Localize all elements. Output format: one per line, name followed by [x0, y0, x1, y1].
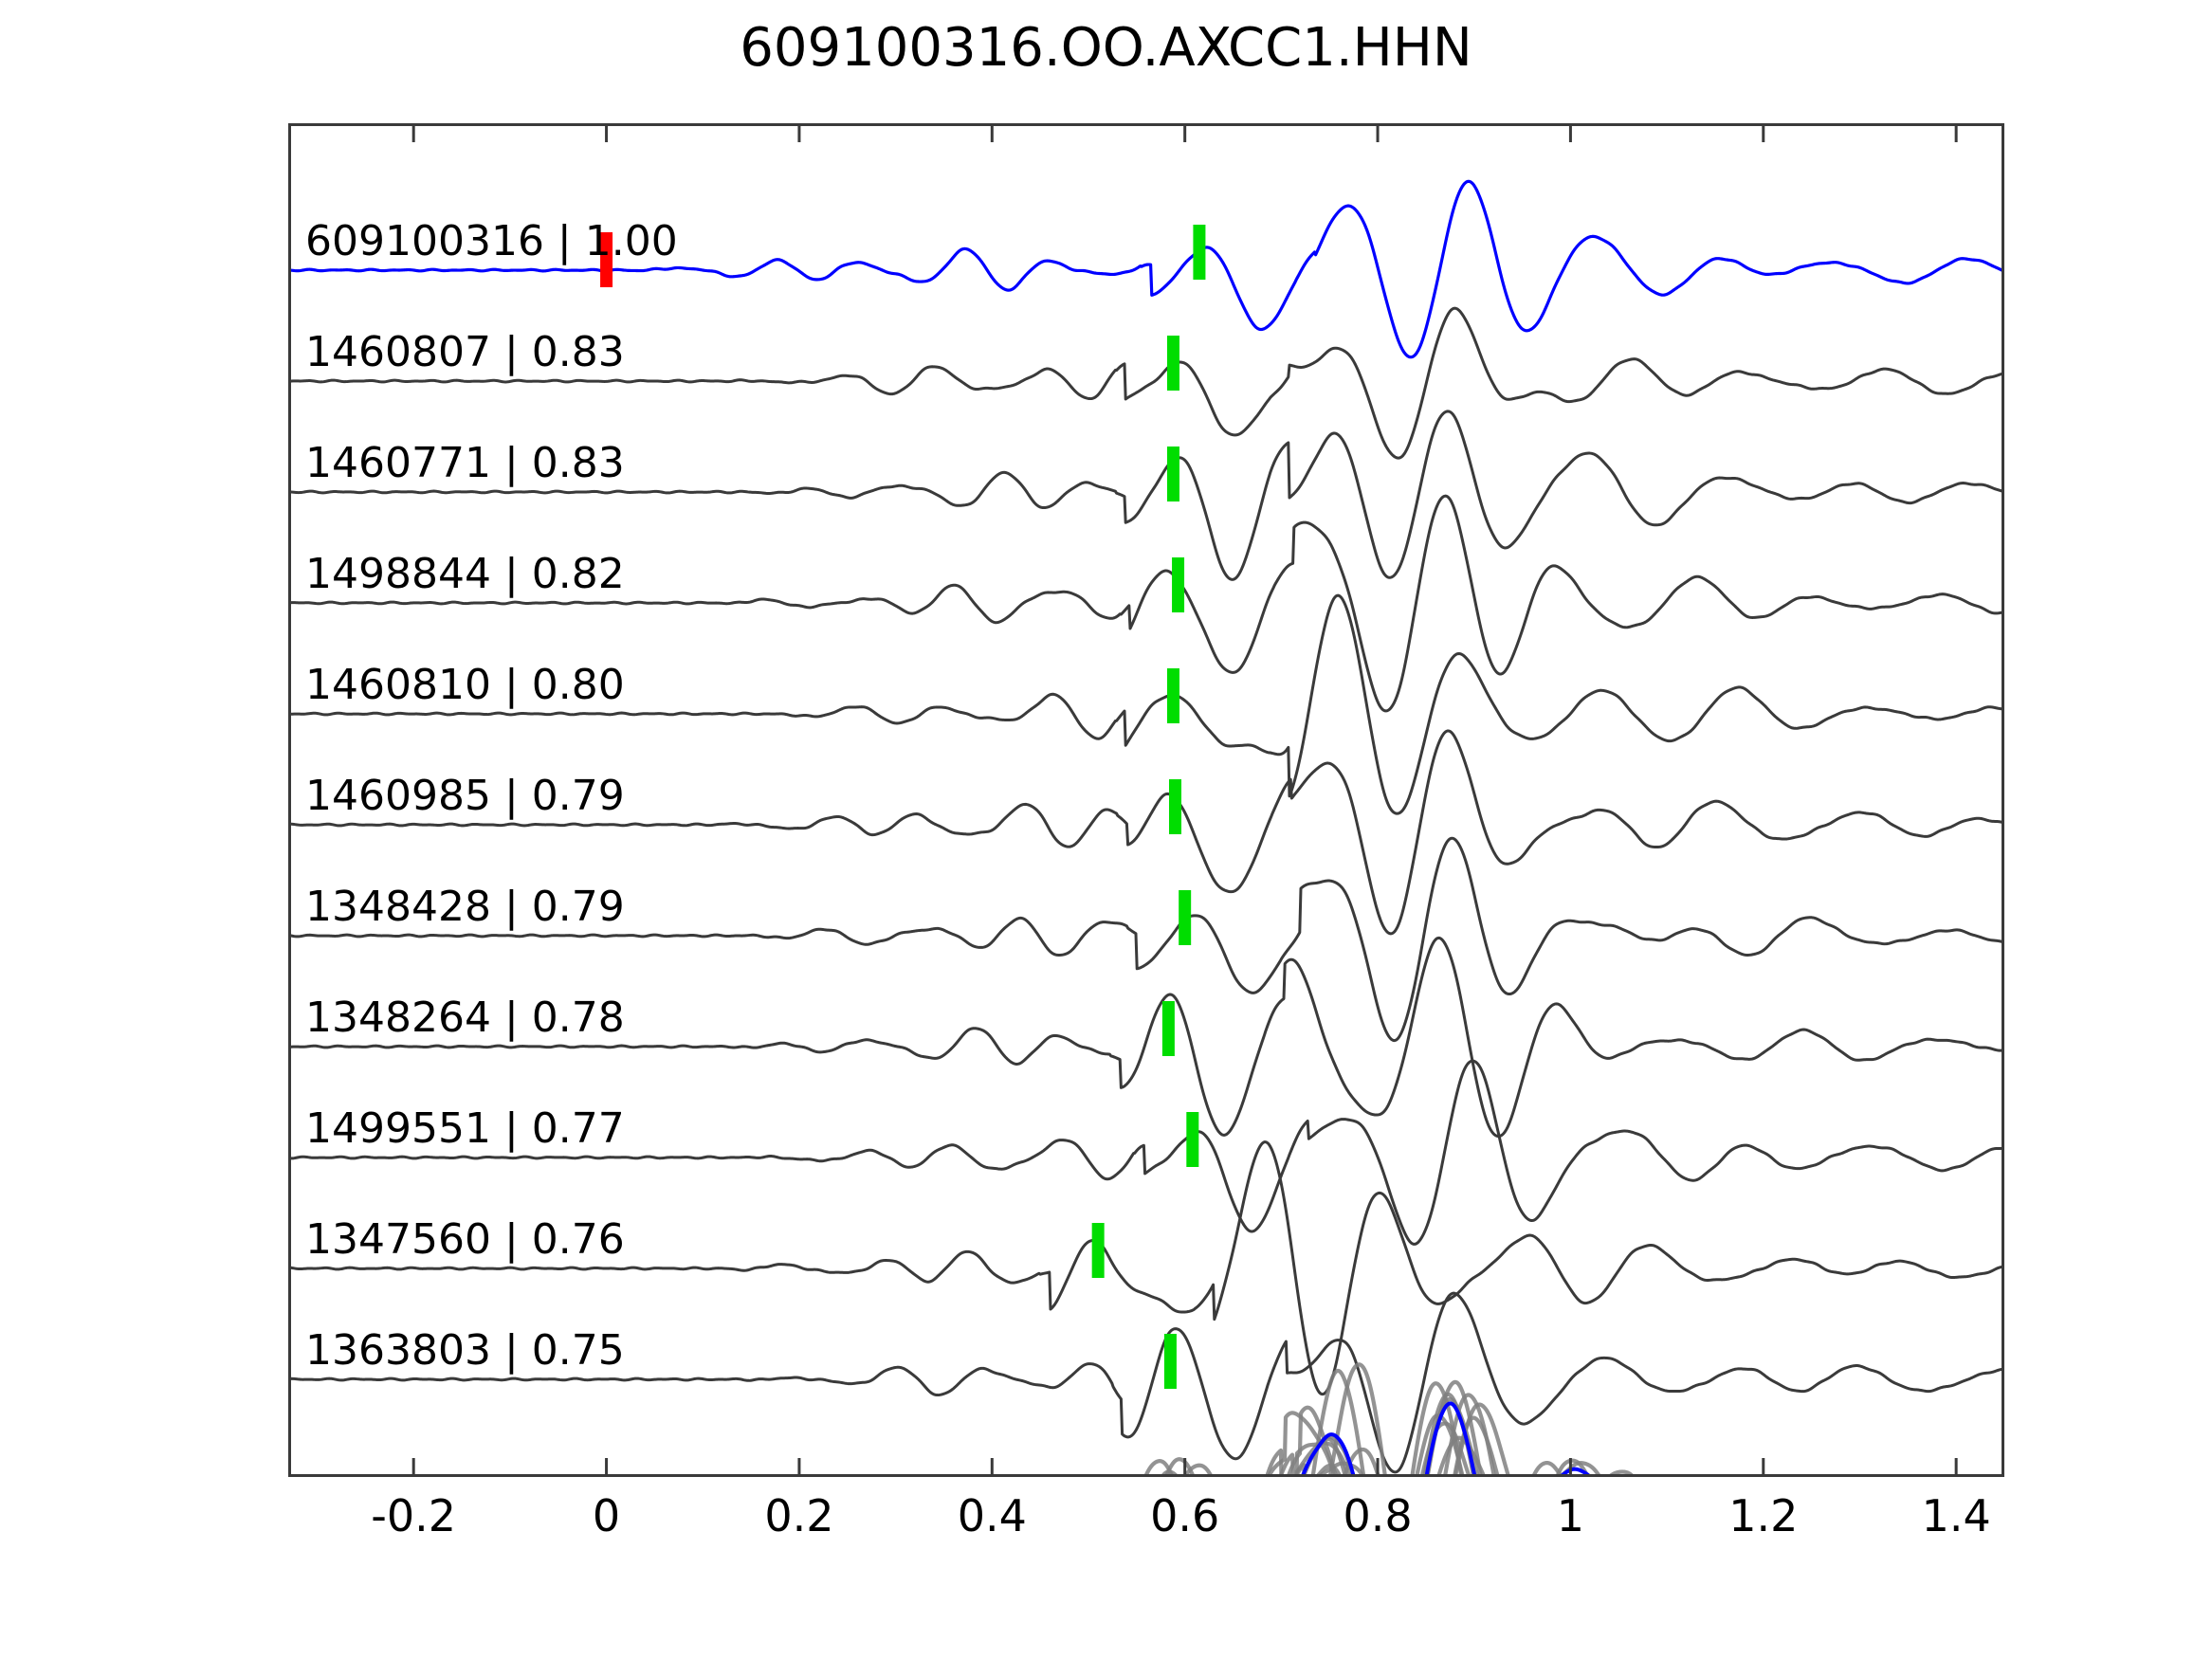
detection-waveform-line — [288, 1291, 2004, 1474]
trace-label: 1460810 | 0.80 — [305, 661, 625, 709]
x-tick-label: 1.2 — [1728, 1490, 1799, 1541]
x-tick-label: -0.2 — [371, 1490, 457, 1541]
trace-label: 1460985 | 0.79 — [305, 772, 625, 820]
detection-waveform-line — [288, 306, 2004, 460]
x-tick-label: 1 — [1556, 1490, 1585, 1541]
stacked-detection-line — [1143, 1381, 1696, 1477]
plot-axes — [288, 123, 2004, 1477]
stacked-detection-line — [1163, 1379, 1591, 1477]
x-tick-label: 0 — [592, 1490, 621, 1541]
waveform-trace — [288, 410, 2004, 581]
waveform-trace — [288, 936, 2004, 1139]
detection-waveform-line — [288, 936, 2004, 1139]
detection-waveform-line — [288, 494, 2004, 713]
trace-label: 1363803 | 0.75 — [305, 1326, 625, 1375]
trace-label: 609100316 | 1.00 — [305, 217, 678, 265]
trace-label: 1460771 | 0.83 — [305, 439, 625, 487]
detection-waveform-line — [288, 1059, 2004, 1246]
stacked-detection-line — [1159, 1396, 1480, 1477]
trace-label: 1498844 | 0.82 — [305, 550, 625, 598]
waveform-trace — [288, 494, 2004, 713]
stacked-detection-line — [1182, 1402, 1511, 1477]
detection-waveform-line — [288, 729, 2004, 936]
waveform-trace — [288, 179, 2004, 359]
waveform-trace — [288, 306, 2004, 460]
waveform-trace — [288, 1140, 2004, 1396]
stacked-detection-line — [1164, 1413, 1602, 1477]
stacked-detection-line — [1314, 1421, 1472, 1477]
x-tick-label: 0.8 — [1343, 1490, 1413, 1541]
waveform-trace — [288, 593, 2004, 815]
detection-waveform-line — [288, 1140, 2004, 1396]
x-tick-label: 0.4 — [957, 1490, 1027, 1541]
x-axis-tick-labels: -0.2 0 0.2 0.4 0.6 0.8 1 1.2 1.4 — [288, 1490, 2004, 1557]
stacked-template-line — [1176, 1401, 1594, 1477]
trace-label: 1499551 | 0.77 — [305, 1104, 625, 1153]
waveform-trace — [288, 1291, 2004, 1474]
x-tick-label: 0.2 — [764, 1490, 834, 1541]
detection-waveform-line — [288, 593, 2004, 815]
waveform-trace — [288, 1059, 2004, 1246]
waveform-trace — [288, 729, 2004, 936]
trace-label: 1460807 | 0.83 — [305, 328, 625, 376]
waveform-trace — [288, 836, 2004, 1043]
template-waveform-line — [288, 179, 2004, 359]
trace-label: 1348264 | 0.78 — [305, 994, 625, 1042]
waveform-canvas — [288, 123, 2004, 1477]
stacked-detection-line — [1327, 1362, 1636, 1477]
trace-label: 1347560 | 0.76 — [305, 1215, 625, 1264]
x-tick-label: 0.6 — [1150, 1490, 1220, 1541]
detection-waveform-line — [288, 410, 2004, 581]
stacked-detection-line — [1310, 1368, 1746, 1477]
x-tick-label: 1.4 — [1921, 1490, 1991, 1541]
detection-waveform-line — [288, 836, 2004, 1043]
stacked-waveform-overlay — [1143, 1362, 1746, 1477]
page-title: 609100316.OO.AXCC1.HHN — [740, 17, 1472, 79]
trace-label: 1348428 | 0.79 — [305, 883, 625, 931]
